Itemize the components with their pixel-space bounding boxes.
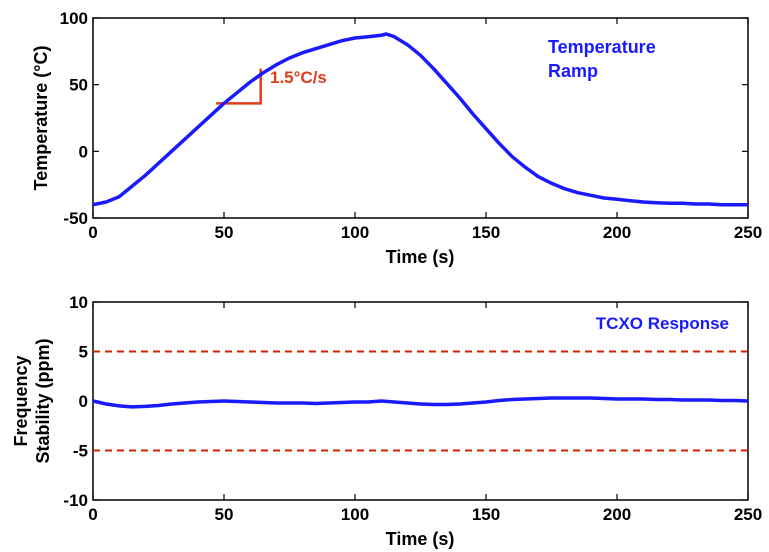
- y-tick-label: 10: [69, 293, 88, 312]
- y-tick-label: -10: [63, 491, 88, 510]
- temperature-x-ticks: 0 50 100 150 200 250: [88, 18, 762, 242]
- x-tick-label: 200: [603, 223, 631, 242]
- temperature-plot-frame: [92, 17, 749, 219]
- frequency-x-axis-label: Time (s): [386, 529, 455, 549]
- y-tick-label: 0: [79, 142, 88, 161]
- temperature-legend-line-1: Temperature: [548, 37, 656, 57]
- frequency-x-ticks: 0 50 100 150 200 250: [88, 302, 762, 524]
- frequency-limit-lines: [93, 350, 748, 452]
- temperature-y-axis-label: Temperature (°C): [31, 46, 51, 191]
- x-tick-label: 50: [215, 505, 234, 524]
- temperature-legend: Temperature Ramp: [548, 37, 656, 81]
- x-tick-label: 0: [88, 223, 97, 242]
- y-tick-label: 5: [79, 343, 88, 362]
- y-tick-label: 100: [60, 9, 88, 28]
- temperature-y-ticks: -50 0 50 100: [60, 9, 748, 228]
- x-tick-label: 0: [88, 505, 97, 524]
- x-tick-label: 100: [341, 223, 369, 242]
- frequency-y-axis-label: Frequency Stability (ppm): [11, 338, 53, 463]
- x-tick-label: 100: [341, 505, 369, 524]
- slope-annotation: 1.5°C/s: [216, 68, 327, 105]
- temperature-x-axis-label: Time (s): [386, 247, 455, 267]
- frequency-legend: TCXO Response: [596, 314, 729, 333]
- x-tick-label: 250: [734, 505, 762, 524]
- x-tick-label: 250: [734, 223, 762, 242]
- temperature-series-line: [92, 32, 748, 207]
- x-tick-label: 150: [472, 505, 500, 524]
- frequency-chart: 0 50 100 150 200 250 -10 -5 0 5 10 Time (s) Frequ…: [11, 293, 762, 549]
- frequency-series-line: [92, 396, 749, 409]
- x-tick-label: 50: [215, 223, 234, 242]
- frequency-y-axis-label-line-1: Frequency: [11, 355, 31, 446]
- x-tick-label: 200: [603, 505, 631, 524]
- y-tick-label: -5: [73, 442, 88, 461]
- y-tick-label: 0: [79, 392, 88, 411]
- slope-triangle: [216, 68, 262, 105]
- frequency-y-ticks: -10 -5 0 5 10: [63, 293, 748, 510]
- frequency-y-axis-label-line-2: Stability (ppm): [33, 338, 53, 463]
- y-tick-label: -50: [63, 209, 88, 228]
- y-tick-label: 50: [69, 76, 88, 95]
- x-tick-label: 150: [472, 223, 500, 242]
- slope-label: 1.5°C/s: [270, 68, 327, 87]
- temperature-legend-line-2: Ramp: [548, 61, 598, 81]
